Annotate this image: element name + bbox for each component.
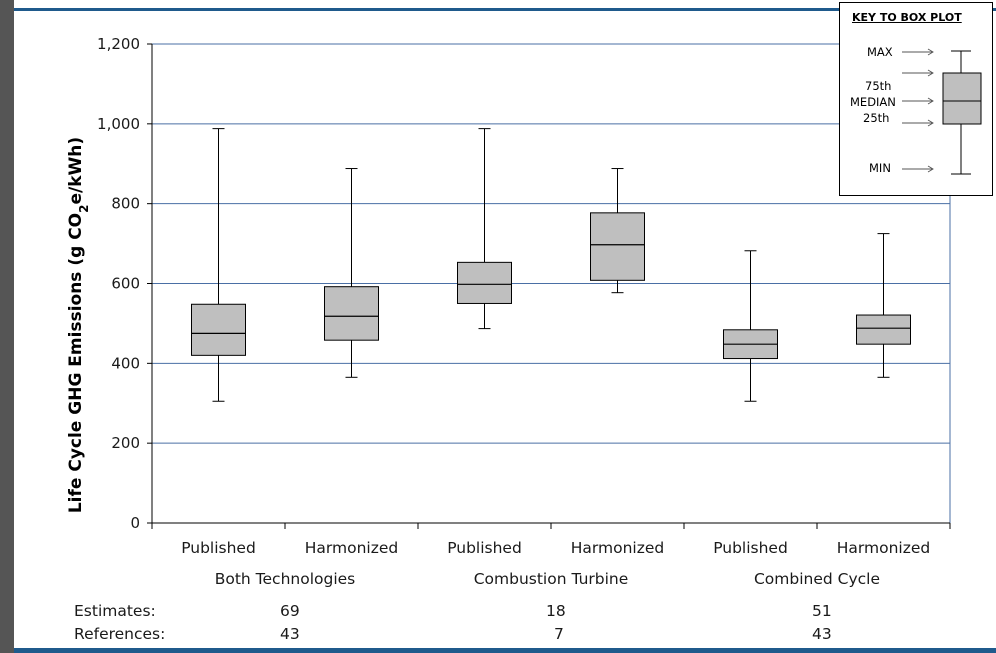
box-0 [191, 128, 246, 402]
box-label: Published [181, 539, 256, 557]
boxes [191, 128, 911, 402]
y-tick-label: 1,200 [97, 35, 140, 53]
y-tick-label: 800 [111, 195, 140, 213]
estimates-label: Estimates: [74, 602, 156, 620]
box-label: Harmonized [305, 539, 398, 557]
references-turbine: 7 [554, 625, 564, 643]
iqr-box [457, 261, 512, 304]
group-label: Both Technologies [215, 570, 356, 588]
y-tick-label: 600 [111, 275, 140, 293]
y-axis-label: Life Cycle GHG Emissions (g CO2e/kWh) [66, 137, 91, 513]
y-tick-label: 400 [111, 354, 140, 372]
box-label: Harmonized [837, 539, 930, 557]
key-25th-label: 25th [863, 111, 890, 125]
bottom-rule [14, 648, 996, 653]
stats-table: Estimates: References: 69 43 18 7 51 43 [0, 600, 996, 646]
box-3 [590, 168, 645, 294]
key-max-label: MAX [867, 45, 893, 59]
key-median-label: MEDIAN [850, 95, 896, 109]
y-tick-label: 200 [111, 434, 140, 452]
key-min-label: MIN [869, 161, 891, 175]
box-plot-key: KEY TO BOX PLOT MAX 75th MEDIAN 25th MIN [839, 2, 993, 196]
estimates-both: 69 [280, 602, 300, 620]
group-label: Combustion Turbine [474, 570, 629, 588]
top-rule [14, 8, 996, 11]
estimates-turbine: 18 [546, 602, 566, 620]
category-labels: Published Harmonized Published Harmonized Pu… [181, 539, 930, 588]
estimates-combined: 51 [812, 602, 832, 620]
y-tick-label: 0 [130, 514, 140, 532]
box-label: Published [713, 539, 788, 557]
box-label: Published [447, 539, 522, 557]
references-label: References: [74, 625, 166, 643]
window-frame-left [0, 0, 14, 653]
box-2 [457, 128, 512, 330]
references-both: 43 [280, 625, 300, 643]
key-75th-label: 75th [865, 79, 892, 93]
references-combined: 43 [812, 625, 832, 643]
iqr-box [191, 303, 246, 356]
iqr-box [590, 212, 645, 281]
iqr-box [856, 314, 911, 345]
key-diagram [902, 48, 982, 175]
box-label: Harmonized [571, 539, 664, 557]
key-title: KEY TO BOX PLOT [852, 11, 962, 24]
group-label: Combined Cycle [754, 570, 880, 588]
box-5 [856, 233, 911, 378]
box-1 [324, 168, 379, 378]
box-4 [723, 250, 778, 402]
gridlines [152, 43, 951, 523]
iqr-box [324, 286, 379, 341]
y-tick-label: 1,000 [97, 115, 140, 133]
y-axis-ticks: 0 200 400 600 800 1,000 1,200 [97, 35, 951, 532]
